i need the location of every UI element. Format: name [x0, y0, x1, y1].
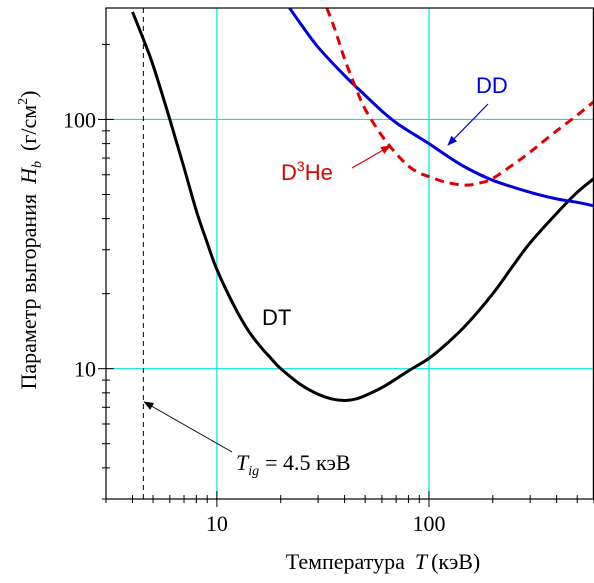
- x-axis-title-unit: (кэВ): [431, 549, 480, 574]
- curves: [133, 8, 594, 401]
- label-d3he-main: D: [281, 160, 297, 185]
- y-tick-label: 10: [74, 357, 96, 382]
- ignition-arrow: [144, 402, 232, 452]
- y-axis-title: Параметр выгорания Hb (г/см2): [16, 91, 45, 390]
- y-axis-title-prefix: Параметр выгорания: [16, 194, 41, 390]
- ignition-sub: ig: [248, 464, 259, 479]
- ignition-label: Tig = 4.5 кэВ: [236, 450, 351, 479]
- y-axis-title-unit-open: (г/см: [16, 105, 41, 151]
- x-axis-title: Температура T (кэВ): [286, 549, 481, 574]
- y-axis-title-var: H: [16, 167, 41, 185]
- x-tick-label: 10: [206, 511, 228, 536]
- label-dt: DT: [262, 305, 291, 330]
- y-tick-label: 100: [63, 107, 96, 132]
- label-d3he-arrow: [352, 146, 390, 168]
- y-axis-title-sub: b: [30, 161, 45, 168]
- label-d3he: D3He: [281, 158, 333, 185]
- label-dd: DD: [476, 73, 508, 98]
- label-dd-arrow: [448, 104, 488, 145]
- x-axis-title-prefix: Температура: [286, 549, 405, 574]
- y-axis-title-unit-sup: 2: [16, 98, 31, 105]
- series-line-dd: [290, 8, 594, 206]
- x-axis-title-var: T: [415, 549, 429, 574]
- x-tick-label: 100: [412, 511, 445, 536]
- label-d3he-sup: 3: [297, 158, 305, 174]
- label-d3he-tail: He: [305, 160, 333, 185]
- series-line-dt: [133, 12, 594, 401]
- ignition-text: = 4.5 кэВ: [265, 450, 350, 475]
- axis-ticks: [98, 44, 594, 507]
- y-axis-title-unit-close: ): [16, 91, 41, 98]
